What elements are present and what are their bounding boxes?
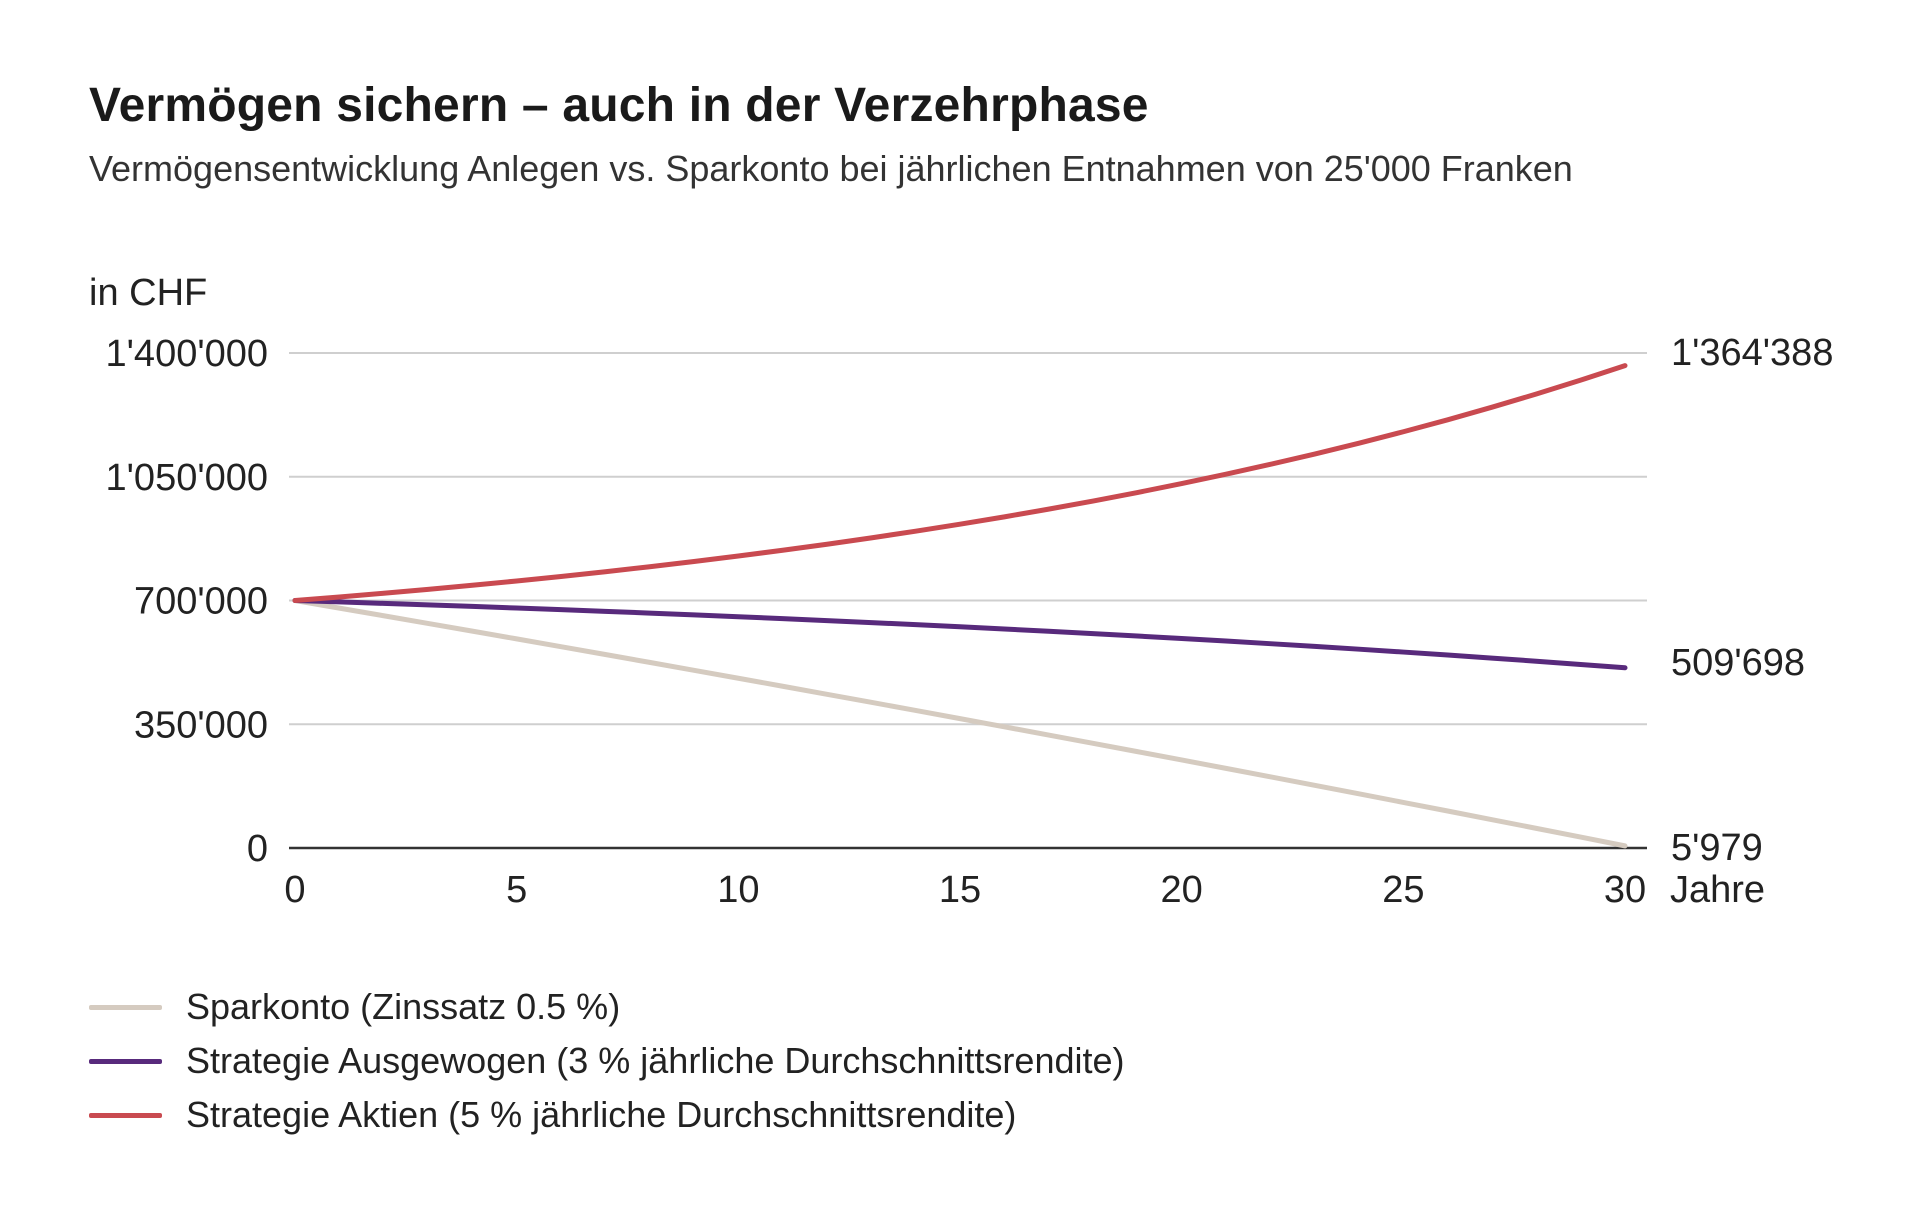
legend-swatch: [89, 1058, 162, 1064]
series-line-0: [292, 598, 1628, 849]
legend-item: Strategie Aktien (5 % jährliche Durchsch…: [89, 1088, 1125, 1142]
legend: Sparkonto (Zinssatz 0.5 %) Strategie Ausg…: [89, 980, 1125, 1142]
x-tick-label: 10: [717, 869, 759, 911]
legend-swatch: [89, 1112, 162, 1118]
y-axis-label: in CHF: [89, 272, 207, 314]
end-value-label: 509'698: [1671, 642, 1805, 684]
series-line-2: [292, 363, 1628, 603]
y-tick-label: 1'050'000: [106, 457, 268, 499]
series-line-1: [292, 598, 1628, 671]
x-tick-label: 0: [284, 869, 305, 911]
chart-title: Vermögen sichern – auch in der Verzehrph…: [89, 79, 1149, 132]
legend-item: Strategie Ausgewogen (3 % jährliche Durc…: [89, 1034, 1125, 1088]
x-tick-label: 25: [1382, 869, 1424, 911]
x-tick-label: 30: [1604, 869, 1646, 911]
y-tick-label: 350'000: [134, 704, 268, 746]
legend-label: Strategie Aktien (5 % jährliche Durchsch…: [186, 1094, 1017, 1135]
end-value-label: 5'979: [1671, 827, 1763, 869]
x-tick-label: 20: [1161, 869, 1203, 911]
legend-swatch: [89, 1004, 162, 1010]
legend-label: Sparkonto (Zinssatz 0.5 %): [186, 986, 621, 1027]
legend-item: Sparkonto (Zinssatz 0.5 %): [89, 980, 1125, 1034]
x-tick-label: 15: [939, 869, 981, 911]
y-tick-label: 700'000: [134, 581, 268, 623]
legend-label: Strategie Ausgewogen (3 % jährliche Durc…: [186, 1040, 1125, 1081]
x-axis-label: Jahre: [1670, 869, 1765, 911]
y-tick-label: 1'400'000: [106, 333, 268, 375]
x-tick-label: 5: [506, 869, 527, 911]
end-value-label: 1'364'388: [1671, 332, 1833, 374]
y-tick-label: 0: [247, 828, 268, 870]
chart-subtitle: Vermögensentwicklung Anlegen vs. Sparkon…: [89, 148, 1573, 189]
